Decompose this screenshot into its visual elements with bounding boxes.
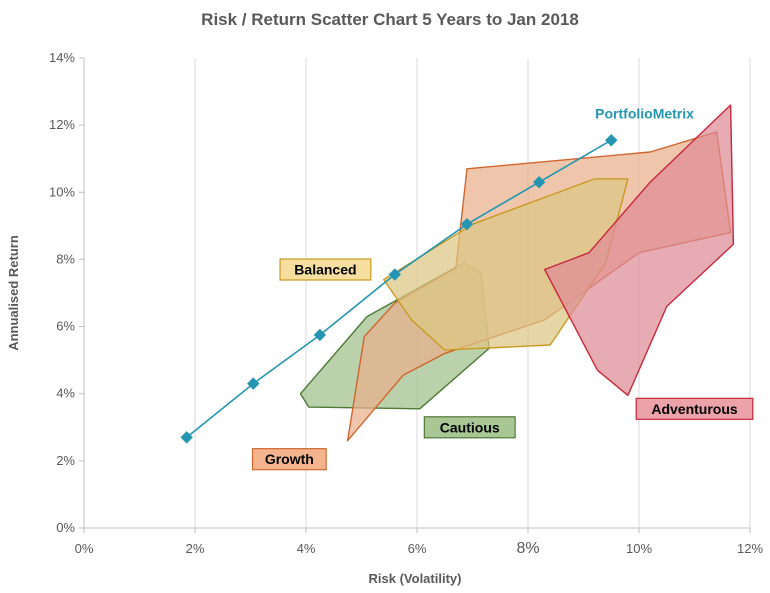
portfolio-metrix-point [313, 328, 327, 342]
portfolio-metrix-point [388, 268, 402, 281]
x-tick-label: 0% [75, 541, 94, 556]
label-adventurous: Adventurous [651, 401, 738, 417]
y-tick-label: 14% [49, 50, 75, 65]
x-tick-label: 8% [516, 540, 539, 557]
portfolio-metrix-series [180, 134, 618, 444]
label-box-balanced [279, 258, 372, 281]
x-tick-label: 12% [737, 541, 763, 556]
portfolio-metrix-point [605, 134, 618, 147]
x-tick-label: 10% [626, 541, 652, 556]
portfolio-metrix-point [532, 176, 546, 189]
label-portfoliometrix: PortfolioMetrix [595, 105, 694, 121]
portfolio-metrix-point [247, 377, 260, 390]
y-tick-label: 2% [56, 453, 75, 468]
y-tick-label: 4% [56, 386, 75, 401]
y-tick-label: 0% [56, 520, 75, 535]
portfolio-metrix-point [180, 431, 193, 444]
portfolio-regions [299, 104, 735, 442]
y-axis-title: Annualised Return [6, 235, 21, 351]
axes: 0% 2% 4% 6% 8% 10% 12% 14% 0% 2% 4% 6% 8% 10% 12% [49, 50, 763, 557]
region-labels: PortfolioMetrix Balanced Cautious Growth Adv… [251, 105, 754, 471]
label-box-growth [251, 448, 327, 471]
x-tick-label: 4% [297, 541, 316, 556]
y-tick-label: 6% [56, 319, 75, 334]
x-axis-title: Risk (Volatility) [369, 571, 462, 586]
chart-title: Risk / Return Scatter Chart 5 Years to J… [201, 10, 579, 29]
region-adventurous [544, 104, 735, 397]
portfolio-metrix-point [460, 217, 474, 231]
y-tick-label: 10% [49, 184, 75, 199]
label-growth: Growth [265, 451, 314, 467]
label-box-adventurous [635, 397, 754, 420]
x-tick-label: 6% [408, 541, 427, 556]
y-tick-label: 12% [49, 117, 75, 132]
label-cautious: Cautious [440, 419, 500, 435]
x-tick-label: 2% [186, 541, 205, 556]
y-tick-label: 8% [56, 251, 75, 266]
label-balanced: Balanced [294, 262, 356, 278]
label-box-cautious [423, 416, 516, 439]
